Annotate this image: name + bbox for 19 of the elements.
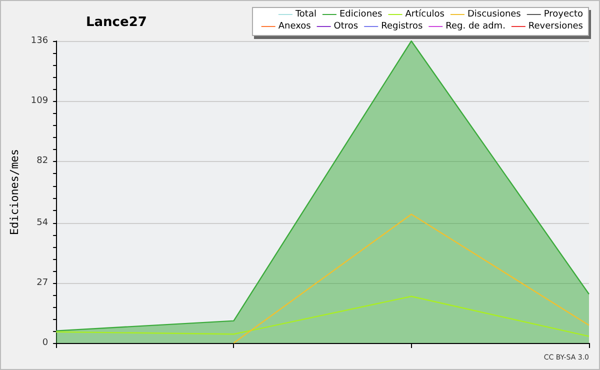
legend-label: Otros: [334, 22, 358, 32]
legend-label: Anexos: [278, 22, 312, 32]
legend-label: Proyecto: [544, 10, 584, 20]
legend-label: Total: [294, 10, 316, 20]
line-series: [55, 296, 590, 337]
legend-label: Discusiones: [467, 10, 522, 20]
y-tick-label: 0: [42, 338, 48, 348]
legend-label: Reg. de adm.: [446, 22, 506, 32]
y-tick-label: 109: [30, 96, 48, 106]
legend-label: Registros: [381, 22, 423, 32]
legend-label: Ediciones: [339, 10, 383, 20]
y-tick-label: 82: [36, 156, 48, 166]
y-tick-label: 54: [36, 218, 48, 228]
y-tick-label: 27: [36, 278, 48, 288]
legend-label: Reversiones: [528, 22, 584, 32]
y-axis-title: Ediciones/mes: [8, 148, 21, 236]
y-tick-label: 136: [30, 36, 48, 46]
legend-label: Artículos: [405, 8, 445, 20]
chart-title: Lance27: [86, 15, 147, 30]
